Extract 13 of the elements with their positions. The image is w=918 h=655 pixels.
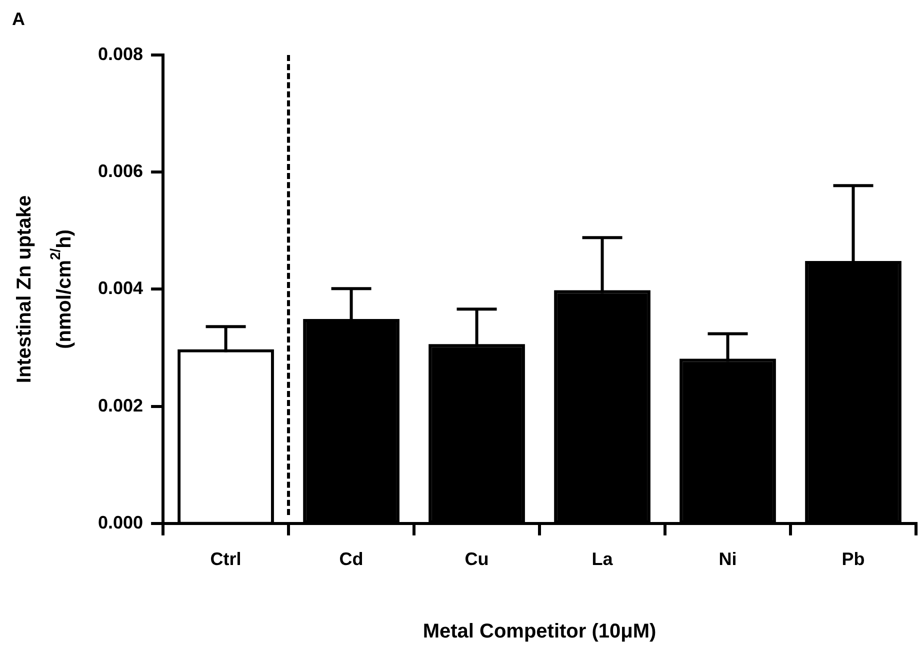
x-tick-label: La	[592, 549, 614, 570]
x-tick-label: Ctrl	[210, 549, 242, 570]
x-tick-label: Pb	[842, 549, 865, 570]
text: A	[12, 8, 25, 29]
y-tick-label: 0.000	[98, 512, 144, 532]
x-tick-label: Cu	[464, 549, 489, 570]
y-tick-label: 0.002	[98, 395, 144, 416]
x-axis-title: Metal Competitor (10μM)	[422, 620, 656, 643]
x-tick-label: Cd	[339, 549, 364, 570]
y-tick-label: 0.006	[98, 161, 144, 182]
x-tick-label: Ni	[718, 549, 737, 570]
y-tick-label: 0.008	[98, 44, 144, 64]
y-tick-label: 0.004	[98, 278, 144, 298]
